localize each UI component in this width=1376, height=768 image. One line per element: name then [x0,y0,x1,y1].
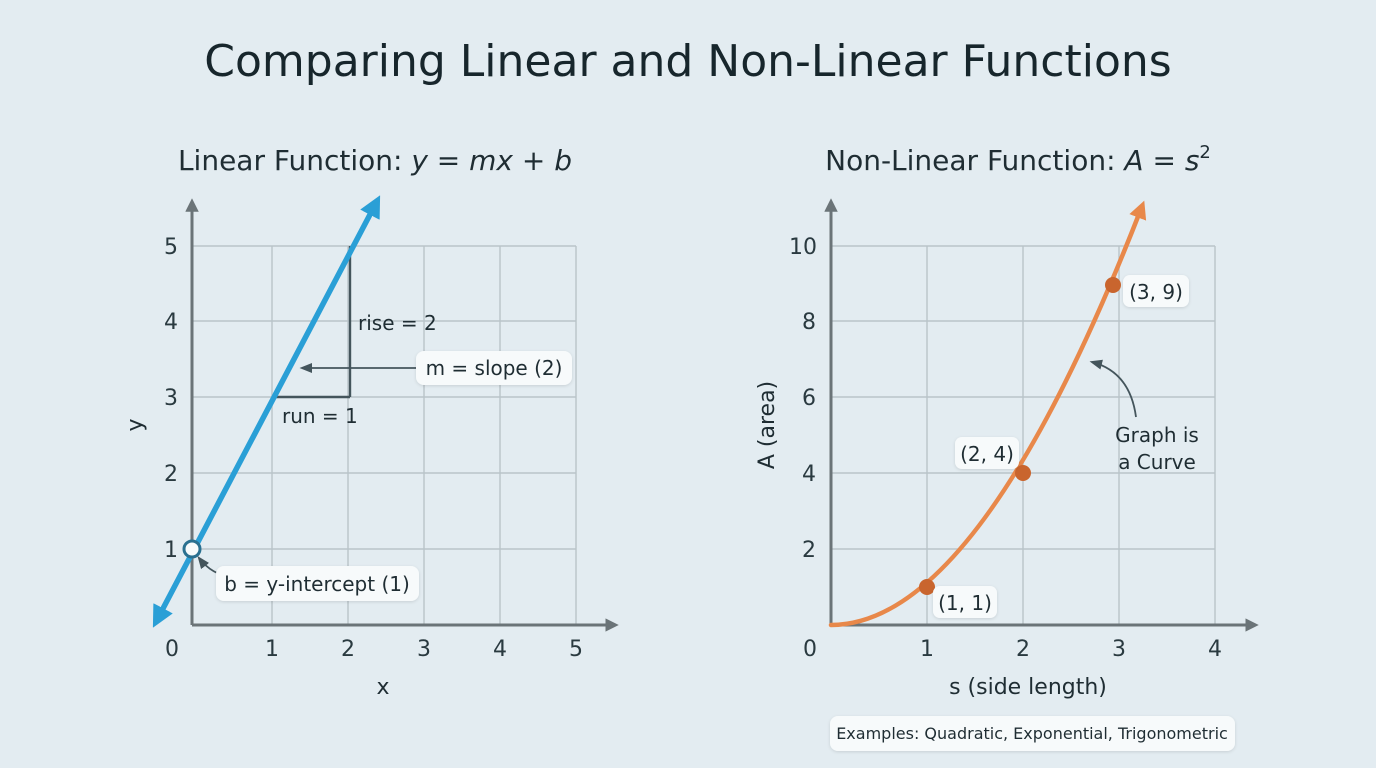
nonlinear-y-axis-label: A (area) [755,381,780,469]
x-tick-label: 2 [341,637,355,662]
x-tick-label: 2 [1016,637,1030,662]
nonlinear-x-axis-label: s (side length) [949,675,1107,700]
linear-x-ticks: 0 1 2 3 4 5 [165,637,583,662]
y-tick-label: 8 [802,310,816,335]
nonlinear-panel: Non-Linear Function: A = s2 0 1 2 3 4 2 … [755,142,1259,751]
intercept-point [182,539,202,559]
slope-label: m = slope (2) [426,356,563,380]
y-tick-label: 2 [802,538,816,563]
x-tick-label: 1 [920,637,934,662]
slope-callout: m = slope (2) [416,351,572,385]
rise-label: rise = 2 [358,311,437,335]
data-point [919,579,935,595]
y-tick-label: 1 [164,538,178,563]
svg-text:(1, 1): (1, 1) [938,591,992,615]
y-tick-label: 3 [164,386,178,411]
x-tick-label: 0 [803,637,817,662]
x-tick-label: 3 [417,637,431,662]
y-tick-label: 6 [802,386,816,411]
nonlinear-grid [831,245,1216,625]
linear-panel: Linear Function: y = mx + b 0 1 2 3 4 5 … [123,144,619,700]
point-label-3: (3, 9) [1123,275,1189,307]
quadratic-series-curve [828,200,1147,628]
linear-x-axis-label: x [376,675,389,700]
data-point [1105,277,1121,293]
linear-y-axis-label: y [123,418,148,431]
x-tick-label: 4 [493,637,507,662]
svg-text:(3, 9): (3, 9) [1129,280,1183,304]
linear-subtitle: Linear Function: y = mx + b [178,144,572,177]
linear-y-ticks: 1 2 3 4 5 [164,235,178,563]
y-tick-label: 4 [164,310,178,335]
x-tick-label: 5 [569,637,583,662]
nonlinear-subtitle: Non-Linear Function: A = s2 [825,142,1211,177]
y-tick-label: 5 [164,235,178,260]
curve-note-line1: Graph is [1115,423,1199,447]
curve-pointer [1089,359,1137,418]
svg-text:(2, 4): (2, 4) [960,442,1014,466]
main-title: Comparing Linear and Non-Linear Function… [204,36,1171,87]
nonlinear-y-ticks: 2 4 6 8 10 [789,235,817,563]
y-tick-label: 4 [802,462,816,487]
intercept-label: b = y-intercept (1) [224,572,410,596]
x-tick-label: 0 [165,637,179,662]
data-point [1015,465,1031,481]
intercept-callout: b = y-intercept (1) [216,566,419,601]
curve-note-line2: a Curve [1118,450,1196,474]
y-tick-label: 2 [164,462,178,487]
x-tick-label: 4 [1208,637,1222,662]
run-label: run = 1 [282,404,358,428]
examples-callout: Examples: Quadratic, Exponential, Trigon… [830,716,1235,751]
point-label-2: (2, 4) [955,437,1019,469]
x-tick-label: 3 [1112,637,1126,662]
nonlinear-x-ticks: 0 1 2 3 4 [803,637,1222,662]
x-tick-label: 1 [265,637,279,662]
point-label-1: (1, 1) [933,586,997,618]
y-tick-label: 10 [789,235,817,260]
examples-label: Examples: Quadratic, Exponential, Trigon… [836,724,1228,743]
